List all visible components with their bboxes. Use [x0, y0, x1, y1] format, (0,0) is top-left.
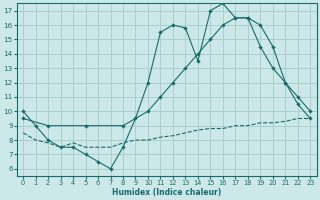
X-axis label: Humidex (Indice chaleur): Humidex (Indice chaleur) — [112, 188, 221, 197]
